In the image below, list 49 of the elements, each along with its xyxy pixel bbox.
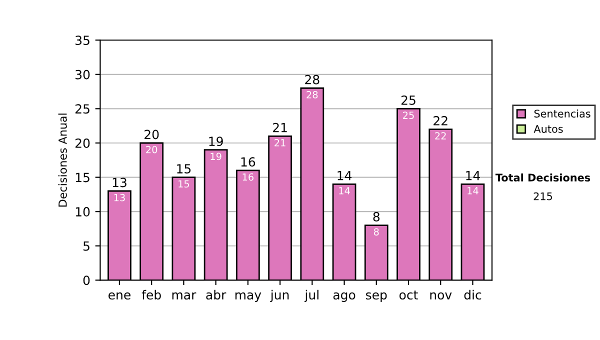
y-tick-label: 35 [76, 36, 90, 46]
x-tick-label: sep [366, 292, 387, 302]
data-label: 21 [274, 139, 286, 146]
total-label: 28 [305, 74, 320, 84]
x-tick-label: oct [399, 290, 418, 300]
legend-label: Autos [534, 125, 563, 133]
y-tick-label: 30 [76, 70, 90, 80]
data-label: 20 [146, 146, 158, 154]
data-label: 28 [306, 91, 318, 98]
legend-label: Sentencias [534, 110, 590, 118]
total-label: 16 [241, 157, 256, 167]
x-tick-label: may [235, 292, 262, 302]
data-label: 16 [242, 173, 254, 181]
x-tick-label: dic [464, 290, 482, 300]
total-label: 25 [401, 95, 416, 105]
x-tick-label: ago [333, 292, 356, 302]
total-label: 21 [273, 122, 287, 132]
x-tick-label: mar [172, 292, 196, 300]
y-tick-label: 20 [75, 138, 90, 148]
x-tick-label: nov [430, 292, 452, 300]
x-tick-label: abr [206, 290, 226, 300]
total-label: 13 [112, 178, 126, 188]
x-tick-label: ene [108, 292, 130, 300]
total-label: 14 [466, 171, 480, 180]
data-label: 25 [403, 112, 414, 119]
y-tick-label: 5 [83, 242, 90, 251]
x-tick-label: jun [270, 290, 289, 302]
data-label: 14 [339, 187, 350, 194]
data-label: 19 [210, 152, 222, 160]
y-axis-title: Decisiones Anual [58, 114, 67, 207]
total-label: 19 [209, 136, 223, 146]
y-tick-label: 0 [83, 276, 90, 286]
data-label: 15 [178, 180, 190, 188]
data-label: 14 [468, 187, 478, 194]
data-label: 13 [114, 194, 125, 202]
total-label: 15 [177, 164, 191, 174]
y-tick-label: 10 [76, 207, 90, 217]
data-label: 8 [374, 228, 379, 236]
y-tick-label: 25 [75, 104, 90, 114]
text: 215 [534, 192, 552, 200]
total-label: 8 [373, 212, 380, 222]
total-label: 20 [144, 130, 159, 140]
total-label: 22 [434, 116, 448, 126]
x-tick-label: jul [304, 290, 318, 302]
text: Total Decisiones [495, 173, 590, 182]
data-label: 22 [435, 132, 446, 140]
y-tick-label: 15 [76, 172, 90, 182]
total-label: 14 [338, 171, 352, 180]
x-tick-label: feb [142, 290, 161, 300]
